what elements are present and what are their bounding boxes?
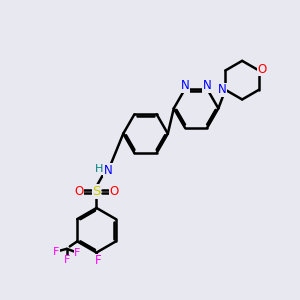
Text: O: O [257,62,266,76]
Text: F: F [95,254,101,267]
Text: F: F [74,248,81,258]
Text: H: H [95,164,103,174]
Text: O: O [110,185,119,198]
Text: F: F [64,255,70,265]
Text: O: O [74,185,83,198]
Text: N: N [203,79,212,92]
Text: N: N [103,164,112,177]
Text: N: N [218,83,227,96]
Text: N: N [181,79,189,92]
Text: S: S [92,185,101,198]
Text: F: F [53,247,59,257]
